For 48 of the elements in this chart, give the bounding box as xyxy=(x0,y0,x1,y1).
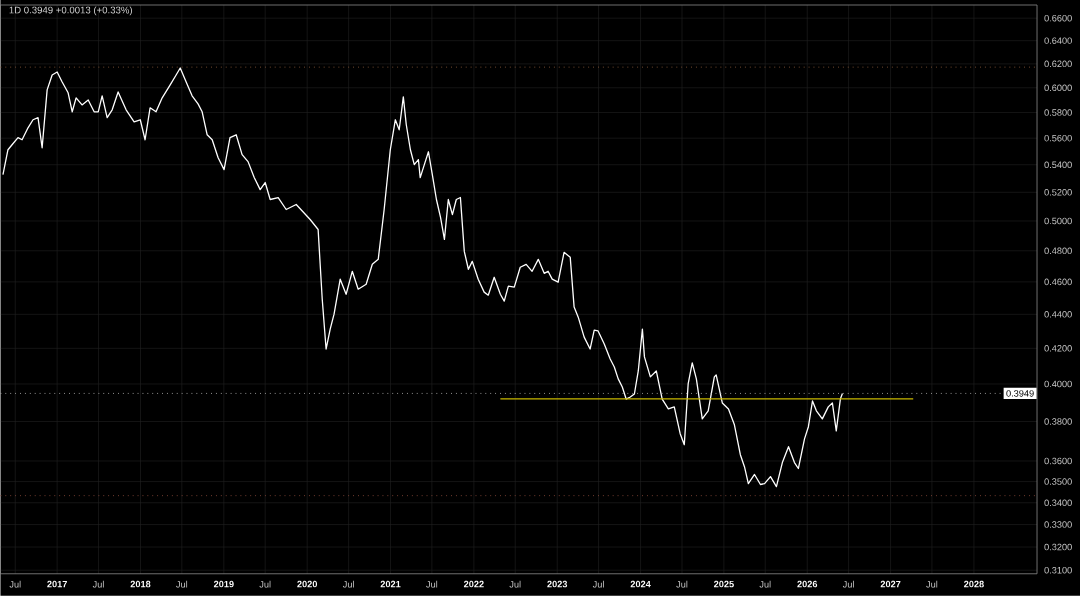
ref-line-label: 0.3949 xyxy=(1006,390,1034,397)
y-tick-label: 0.4600 xyxy=(1044,278,1072,286)
x-tick-label: Jul xyxy=(592,580,604,588)
x-tick-label: 2019 xyxy=(213,580,234,588)
x-tick-label: 2027 xyxy=(880,580,901,588)
x-tick-label: Jul xyxy=(676,580,688,588)
x-tick-label: Jul xyxy=(426,580,438,588)
y-tick-label: 0.3100 xyxy=(1044,567,1072,574)
x-tick-label: Jul xyxy=(92,580,104,588)
y-tick-label: 0.4000 xyxy=(1044,380,1072,388)
x-tick-label: 2024 xyxy=(630,580,651,588)
y-tick-label: 0.5000 xyxy=(1044,217,1072,225)
x-tick-label: 2017 xyxy=(47,580,67,588)
x-tick-label: 2020 xyxy=(297,580,318,588)
x-tick-label: Jul xyxy=(259,580,271,588)
y-tick-label: 0.6200 xyxy=(1044,60,1072,68)
y-tick-label: 0.3600 xyxy=(1044,457,1072,465)
y-tick-label: 0.4400 xyxy=(1044,311,1072,318)
y-tick-label: 0.3800 xyxy=(1044,418,1072,425)
y-tick-label: 0.5200 xyxy=(1044,189,1072,196)
y-tick-label: 0.3200 xyxy=(1044,543,1072,551)
x-tick-label: 2018 xyxy=(130,580,151,588)
y-tick-label: 0.5400 xyxy=(1044,161,1072,169)
y-tick-label: 0.5800 xyxy=(1044,109,1072,116)
y-tick-label: 0.6000 xyxy=(1044,84,1072,92)
x-tick-label: 2022 xyxy=(463,580,484,588)
line-series xyxy=(2,67,844,488)
x-tick-label: Jul xyxy=(759,580,771,588)
chart-title: 1D 0.3949 +0.0013 (+0.33%) xyxy=(9,6,133,16)
x-tick-label: Jul xyxy=(926,580,938,588)
y-tick-label: 0.5600 xyxy=(1044,135,1072,142)
x-tick-label: Jul xyxy=(342,580,354,588)
y-tick-label: 0.6600 xyxy=(1044,15,1072,22)
y-tick-label: 0.3400 xyxy=(1044,499,1072,507)
x-tick-label: 2026 xyxy=(797,580,818,588)
x-tick-label: Jul xyxy=(842,580,854,588)
x-tick-label: 2028 xyxy=(964,580,984,588)
x-tick-label: Jul xyxy=(9,580,21,588)
y-tick-label: 0.3500 xyxy=(1044,478,1072,485)
x-tick-label: Jul xyxy=(509,580,521,588)
x-tick-label: Jul xyxy=(176,580,188,588)
y-tick-label: 0.6400 xyxy=(1044,37,1072,45)
y-tick-label: 0.4200 xyxy=(1044,345,1072,352)
y-tick-label: 0.3300 xyxy=(1044,521,1072,528)
x-tick-label: 2023 xyxy=(547,580,568,588)
y-tick-label: 0.4800 xyxy=(1044,247,1072,255)
x-tick-label: 2025 xyxy=(713,580,734,588)
x-tick-label: 2021 xyxy=(380,580,401,588)
